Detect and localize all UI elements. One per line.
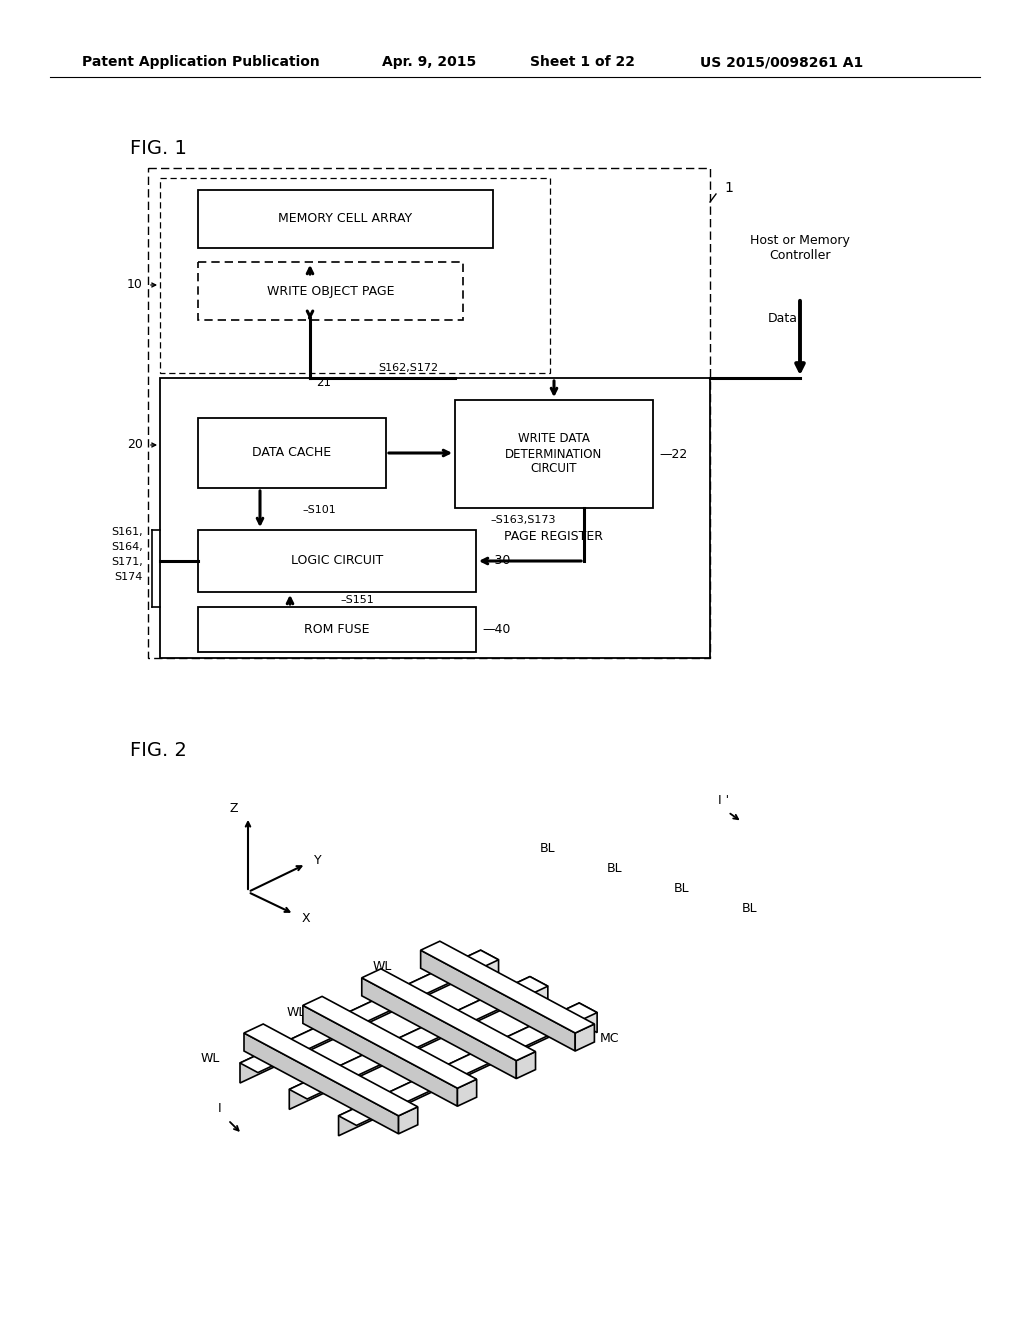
Bar — [160, 178, 550, 374]
Polygon shape — [289, 977, 548, 1100]
Polygon shape — [240, 950, 499, 1073]
Bar — [198, 418, 386, 488]
Text: WL: WL — [201, 1052, 220, 1064]
Text: I: I — [218, 1101, 221, 1114]
Polygon shape — [303, 1006, 458, 1106]
Text: WL: WL — [287, 1006, 306, 1019]
Bar — [198, 531, 476, 591]
Polygon shape — [303, 997, 476, 1088]
Text: MC: MC — [600, 1031, 620, 1044]
Text: S171,: S171, — [112, 557, 143, 568]
Polygon shape — [289, 977, 530, 1109]
Polygon shape — [339, 1003, 597, 1126]
Polygon shape — [516, 1052, 536, 1078]
Text: S164,: S164, — [112, 543, 143, 552]
Polygon shape — [421, 941, 594, 1034]
Text: WRITE DATA
DETERMINATION
CIRCUIT: WRITE DATA DETERMINATION CIRCUIT — [506, 433, 603, 475]
Text: BL: BL — [607, 862, 623, 874]
Text: WL: WL — [373, 960, 392, 973]
Text: S161,: S161, — [112, 527, 143, 537]
Text: –S163,S173: –S163,S173 — [490, 515, 555, 525]
Text: PAGE REGISTER: PAGE REGISTER — [505, 529, 603, 543]
Text: BL: BL — [541, 842, 556, 854]
Polygon shape — [244, 1024, 418, 1115]
Text: X: X — [302, 912, 310, 924]
Text: US 2015/0098261 A1: US 2015/0098261 A1 — [700, 55, 863, 69]
Text: FIG. 2: FIG. 2 — [130, 741, 186, 759]
Polygon shape — [244, 1034, 398, 1134]
Text: WRITE OBJECT PAGE: WRITE OBJECT PAGE — [266, 285, 394, 297]
Polygon shape — [361, 969, 536, 1060]
Text: —22: —22 — [659, 447, 687, 461]
Text: DATA CACHE: DATA CACHE — [253, 446, 332, 459]
Polygon shape — [421, 950, 575, 1051]
Text: 21: 21 — [316, 376, 331, 389]
Bar — [198, 190, 493, 248]
Polygon shape — [480, 950, 499, 979]
Polygon shape — [458, 1080, 476, 1106]
Text: –S101: –S101 — [302, 506, 336, 515]
Text: LOGIC CIRCUIT: LOGIC CIRCUIT — [291, 554, 383, 568]
Text: Apr. 9, 2015: Apr. 9, 2015 — [382, 55, 476, 69]
Text: Z: Z — [229, 803, 238, 816]
Text: 1: 1 — [724, 181, 733, 195]
Text: I ': I ' — [718, 793, 729, 807]
Bar — [455, 400, 653, 508]
Text: —30: —30 — [482, 554, 510, 568]
Text: Patent Application Publication: Patent Application Publication — [82, 55, 319, 69]
Polygon shape — [398, 1106, 418, 1134]
Text: BL: BL — [742, 902, 758, 915]
Bar — [198, 261, 463, 319]
Text: Data: Data — [768, 312, 798, 325]
Polygon shape — [575, 1024, 594, 1051]
Text: BL: BL — [674, 882, 690, 895]
Polygon shape — [580, 1003, 597, 1032]
Text: ROM FUSE: ROM FUSE — [304, 623, 370, 636]
Bar — [148, 168, 710, 657]
Text: —40: —40 — [482, 623, 510, 636]
Text: S174: S174 — [115, 572, 143, 582]
Text: Sheet 1 of 22: Sheet 1 of 22 — [530, 55, 635, 69]
Text: FIG. 1: FIG. 1 — [130, 139, 186, 157]
Text: Y: Y — [314, 854, 322, 866]
Polygon shape — [240, 950, 480, 1082]
Text: –S151: –S151 — [340, 595, 374, 605]
Polygon shape — [361, 978, 516, 1078]
Text: MEMORY CELL ARRAY: MEMORY CELL ARRAY — [279, 213, 413, 226]
Text: S162,S172: S162,S172 — [378, 363, 438, 374]
Text: 20: 20 — [127, 438, 143, 451]
Polygon shape — [530, 977, 548, 1006]
Text: Host or Memory
Controller: Host or Memory Controller — [750, 234, 850, 261]
Text: 10: 10 — [127, 279, 143, 292]
Polygon shape — [339, 1003, 580, 1135]
Bar — [160, 378, 710, 657]
Bar — [198, 607, 476, 652]
